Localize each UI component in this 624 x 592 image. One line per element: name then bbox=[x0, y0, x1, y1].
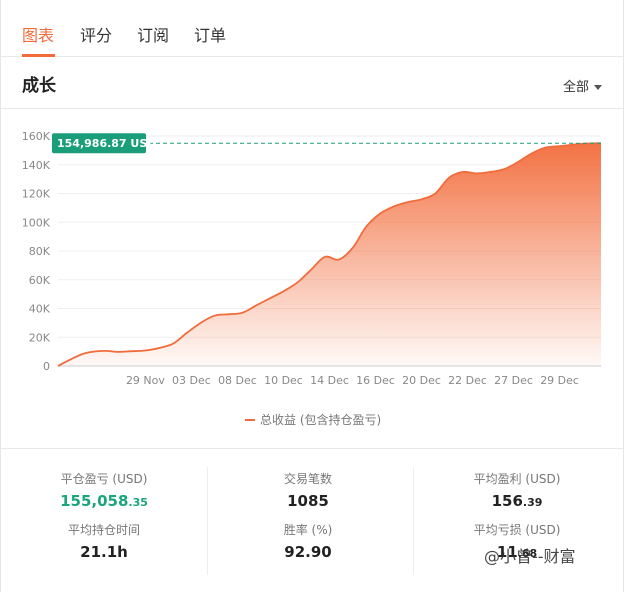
y-tick-label: 140K bbox=[22, 159, 51, 172]
stat-closed-pnl: 平仓盈亏 (USD) 155,058.35 bbox=[14, 470, 194, 510]
stat-value-int: 155,058 bbox=[60, 492, 129, 510]
stats-divider bbox=[207, 467, 208, 575]
x-tick-label: 14 Dec bbox=[310, 374, 349, 387]
x-tick-label: 22 Dec bbox=[448, 374, 487, 387]
caret-down-icon bbox=[594, 85, 602, 90]
stat-avg-profit: 平均盈利 (USD) 156.39 bbox=[427, 470, 607, 510]
active-tab-indicator bbox=[22, 54, 55, 57]
stat-win-rate: 胜率 (%) 92.90 bbox=[218, 521, 398, 561]
stat-trade-count: 交易笔数 1085 bbox=[218, 470, 398, 510]
y-tick-label: 0 bbox=[43, 360, 50, 373]
y-axis-ticks: 0 20K 40K 60K 80K 100K 120K 140K 160K bbox=[22, 130, 51, 373]
x-tick-label: 20 Dec bbox=[402, 374, 441, 387]
y-tick-label: 100K bbox=[22, 216, 51, 229]
tab-subscribe[interactable]: 订阅 bbox=[137, 26, 170, 45]
x-tick-label: 16 Dec bbox=[356, 374, 395, 387]
stat-value: 155,058.35 bbox=[14, 492, 194, 510]
x-tick-label: 10 Dec bbox=[264, 374, 303, 387]
y-tick-label: 160K bbox=[22, 130, 51, 143]
stat-label: 平均盈利 (USD) bbox=[473, 472, 561, 486]
reference-callout-label: 154,986.87 USD bbox=[57, 137, 156, 150]
stat-value: 156.39 bbox=[427, 492, 607, 510]
stat-label: 平仓盈亏 (USD) bbox=[60, 472, 148, 486]
series-area-fill bbox=[58, 143, 601, 366]
series-line bbox=[57, 142, 602, 367]
stat-avg-hold-time: 平均持仓时间 21.1h bbox=[14, 521, 194, 561]
stat-label: 交易笔数 bbox=[283, 472, 332, 486]
stat-value-dec: .39 bbox=[522, 496, 543, 509]
tab-bar: 图表 评分 订阅 订单 bbox=[0, 0, 624, 57]
stat-value-dec: .35 bbox=[128, 496, 148, 509]
stat-label: 平均亏损 (USD) bbox=[473, 523, 561, 537]
stat-value: 1085 bbox=[218, 492, 398, 510]
stats-panel: 平仓盈亏 (USD) 155,058.35 交易笔数 1085 平均盈利 (US… bbox=[0, 449, 624, 592]
stat-value: 11.68 bbox=[427, 543, 607, 561]
tab-rating[interactable]: 评分 bbox=[80, 26, 113, 45]
y-tick-label: 60K bbox=[29, 274, 51, 287]
legend[interactable]: 总收益 (包含持仓盈亏) bbox=[245, 412, 381, 427]
stat-value-int: 21.1h bbox=[80, 543, 128, 561]
range-dropdown[interactable]: 全部 bbox=[563, 76, 602, 95]
stat-value-int: 92.90 bbox=[284, 543, 332, 561]
y-tick-label: 20K bbox=[29, 331, 51, 344]
stat-avg-loss: 平均亏损 (USD) 11.68 bbox=[427, 521, 607, 561]
stat-label: 平均持仓时间 bbox=[67, 523, 140, 537]
stats-divider bbox=[413, 467, 414, 575]
divider bbox=[0, 448, 624, 449]
stat-value: 92.90 bbox=[218, 543, 398, 561]
x-tick-label: 08 Dec bbox=[218, 374, 257, 387]
section-header: 成长 全部 bbox=[0, 57, 624, 109]
stat-value-dec: .68 bbox=[517, 547, 538, 560]
y-tick-label: 40K bbox=[29, 303, 51, 316]
x-tick-label: 03 Dec bbox=[172, 374, 211, 387]
x-axis-ticks: 29 Nov 03 Dec 08 Dec 10 Dec 14 Dec 16 Dec 20 D… bbox=[126, 374, 579, 387]
range-dropdown-label: 全部 bbox=[562, 80, 589, 95]
stat-label: 胜率 (%) bbox=[283, 523, 333, 537]
x-tick-label: 27 Dec bbox=[494, 374, 533, 387]
y-tick-label: 120K bbox=[22, 188, 51, 201]
stat-value-int: 1085 bbox=[287, 492, 329, 510]
stat-value-int: 156 bbox=[491, 492, 523, 510]
tab-chart[interactable]: 图表 bbox=[22, 26, 55, 45]
y-tick-label: 80K bbox=[29, 245, 51, 258]
reference-callout bbox=[52, 133, 146, 154]
stat-value-int: 11 bbox=[496, 543, 518, 561]
stat-value: 21.1h bbox=[14, 543, 194, 561]
section-title: 成长 bbox=[22, 76, 56, 96]
growth-chart: 0 20K 40K 60K 80K 100K 120K 140K 160K 29 Nov 03 D… bbox=[22, 130, 602, 427]
tab-orders[interactable]: 订单 bbox=[194, 26, 227, 45]
legend-label: 总收益 (包含持仓盈亏) bbox=[260, 412, 381, 427]
x-tick-label: 29 Dec bbox=[540, 374, 579, 387]
watermark: @小曾--财富 bbox=[484, 547, 576, 566]
x-tick-label: 29 Nov bbox=[126, 374, 165, 387]
